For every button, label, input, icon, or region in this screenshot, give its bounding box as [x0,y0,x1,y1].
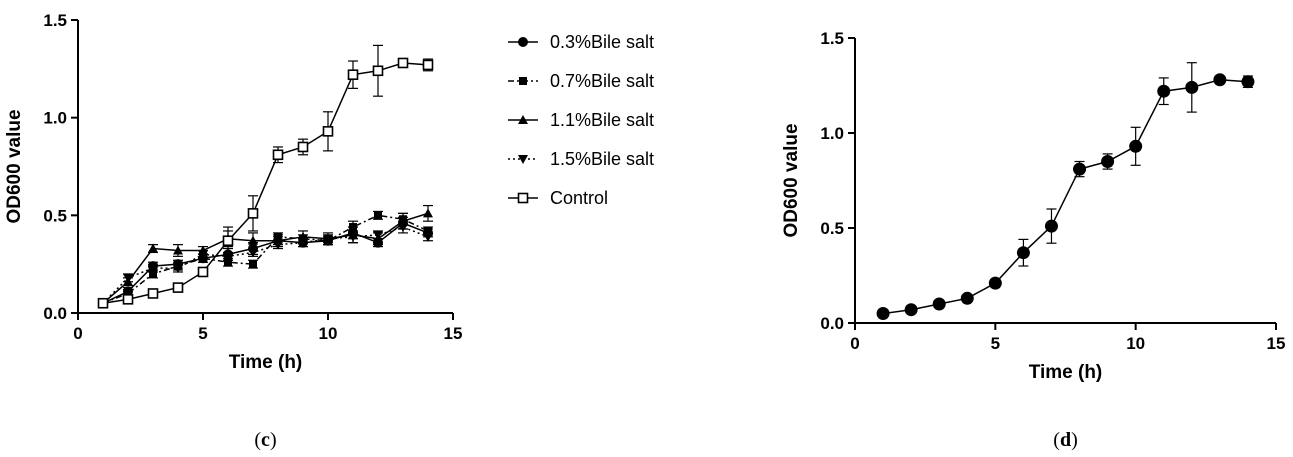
x-tick-label: 15 [444,324,463,343]
data-point [876,307,890,320]
legend-item: 1.1%Bile salt [508,110,654,130]
data-point [397,57,409,69]
x-tick-label: 5 [198,324,207,343]
data-point [518,155,528,164]
series-1 [876,62,1255,320]
legend-label: Control [550,188,608,208]
data-point [374,211,382,220]
data-point [372,65,384,77]
data-point [1185,80,1199,94]
legend-item: 0.7%Bile salt [508,71,654,91]
data-point [248,248,258,258]
data-point [904,303,918,317]
data-point [1044,219,1058,233]
data-point [198,250,208,260]
data-point [323,234,333,244]
data-point [247,208,259,219]
data-point [172,282,184,293]
data-point [348,232,358,242]
legend-label: 0.7%Bile salt [550,71,654,91]
chart-panel-c: 0 5 10 150.00.51.01.5 Time (h) OD600 value … [4,11,654,451]
series-line [102,226,429,304]
y-tick-label: 1.0 [820,124,844,143]
data-point [373,230,383,240]
x-tick-label: 0 [73,324,82,343]
y-tick-label: 0.0 [43,304,67,323]
data-point [1157,84,1171,98]
legend-label: 1.1%Bile salt [550,110,654,130]
legend-item: Control [508,188,608,208]
data-point [1213,73,1227,87]
data-point [1129,139,1143,153]
x-tick-label: 0 [850,334,859,353]
legend-item: 1.5%Bile salt [508,149,654,169]
data-point [423,232,433,242]
x-tick-label: 10 [319,324,338,343]
data-point [197,266,209,278]
x-tick-label: 10 [1126,334,1145,353]
data-point [424,226,432,235]
data-point [273,240,283,250]
series-4 [98,220,433,309]
panel-label-d: (d) [1053,429,1077,451]
data-point [1101,155,1115,168]
y-tick-label: 0.5 [820,219,844,238]
y-tick-label: 0.0 [820,314,844,333]
data-point [960,291,974,305]
x-tick-label: 15 [1267,334,1286,353]
series-line [882,79,1248,315]
y-axis-title: OD600 value [4,109,25,223]
legend-label: 1.5%Bile salt [550,149,654,169]
data-point [1016,246,1030,260]
data-point [517,192,529,204]
y-tick-label: 1.5 [820,29,844,48]
data-point [147,288,159,299]
panel-letter: d [1060,429,1071,451]
data-point [932,297,946,311]
y-tick-label: 1.5 [43,11,67,30]
data-point [272,149,284,161]
data-point [224,258,232,267]
data-point [297,141,309,153]
data-point [322,126,334,137]
data-point [422,59,434,71]
data-point [149,269,157,278]
panel-letter: c [261,429,270,451]
data-point [519,77,527,85]
x-axis-title: Time (h) [1029,362,1103,383]
data-point [148,264,158,274]
data-point [173,245,183,255]
data-point [1073,162,1087,176]
data-point [173,264,183,274]
data-point [124,289,132,298]
legend-item: 0.3%Bile salt [508,32,654,52]
data-point [222,235,234,247]
data-point [122,294,134,305]
y-tick-label: 0.5 [43,206,67,225]
legend: 0.3%Bile salt 0.7%Bile salt 1.1%Bile salt 1… [508,32,654,208]
data-point [123,273,133,283]
x-tick-label: 5 [991,334,1000,353]
x-axis-title: Time (h) [229,352,303,373]
data-point [398,223,408,233]
data-point [518,37,528,47]
data-point [1241,75,1255,89]
chart-panel-d: 0 5 10 150.00.51.01.5 Time (h) OD600 value … [781,29,1285,451]
series-line [102,212,429,304]
data-point [347,69,359,80]
data-point [148,243,158,253]
panel-label-c: (c) [254,429,276,451]
series-5 [97,44,434,309]
legend-label: 0.3%Bile salt [550,32,654,52]
y-tick-label: 1.0 [43,109,67,128]
data-point [988,276,1002,290]
data-point [249,260,257,269]
data-point [518,115,528,124]
data-point [423,208,433,218]
data-point [97,297,109,309]
data-point [298,238,308,248]
y-axis-title: OD600 value [781,123,802,237]
data-point [248,235,258,245]
